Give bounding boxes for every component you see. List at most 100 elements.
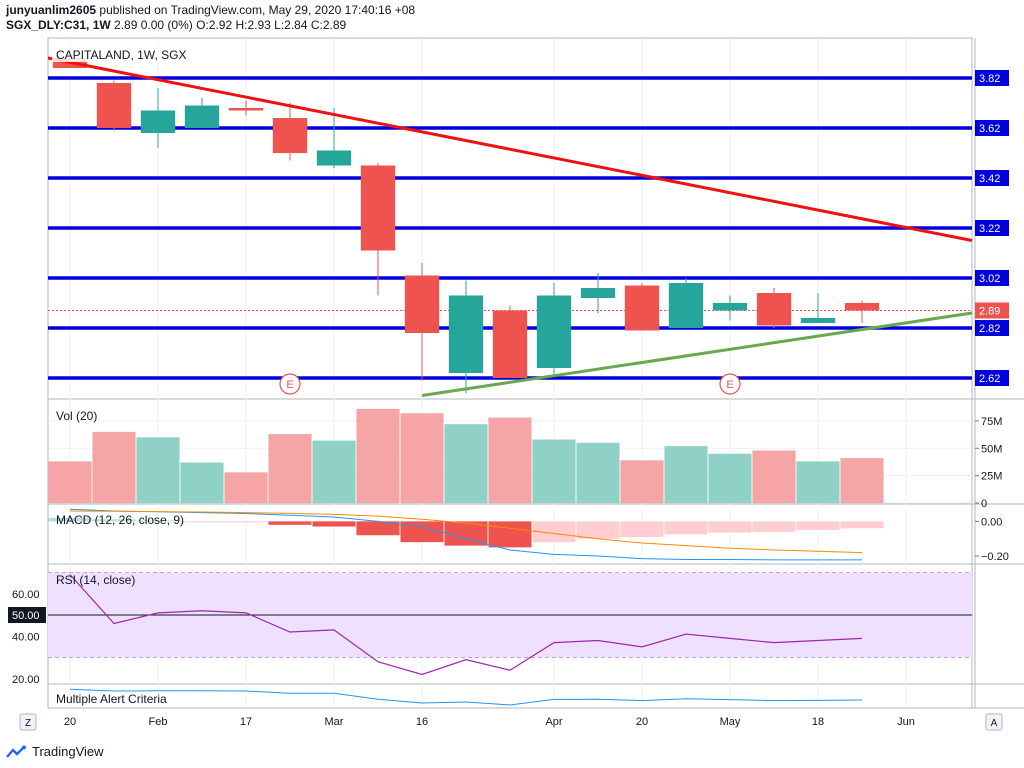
time-tick-label: May bbox=[720, 716, 741, 728]
alert-criteria-title: Multiple Alert Criteria bbox=[56, 692, 167, 706]
candle-body bbox=[536, 295, 572, 368]
price-level-tag bbox=[975, 120, 1009, 136]
earnings-event-label: E bbox=[726, 379, 733, 391]
candle-body bbox=[272, 118, 308, 153]
title-backdrop bbox=[52, 46, 182, 62]
macd-histogram-bar bbox=[268, 521, 312, 525]
macd-histogram-bar bbox=[752, 521, 796, 532]
price-level-tag bbox=[975, 370, 1009, 386]
candle-body bbox=[360, 165, 396, 251]
volume-bar bbox=[664, 446, 708, 503]
price-level-tag bbox=[975, 320, 1009, 336]
volume-bar bbox=[444, 424, 488, 503]
macd-histogram-bar bbox=[708, 521, 752, 533]
macd-histogram-bar bbox=[48, 517, 92, 522]
candle-body bbox=[228, 108, 264, 111]
volume-bar bbox=[708, 453, 752, 503]
tradingview-brand: TradingView bbox=[32, 744, 104, 759]
signal-line bbox=[69, 510, 863, 554]
macd-histogram-bar bbox=[136, 520, 180, 522]
price-level-tag bbox=[975, 170, 1009, 186]
volume-bar bbox=[488, 417, 532, 503]
volume-bar bbox=[48, 461, 92, 503]
candle-body bbox=[184, 105, 220, 128]
rsi-tick-label: 40.00 bbox=[12, 631, 40, 643]
macd-histogram-bar bbox=[620, 521, 664, 537]
last-price-label: 2.89 bbox=[979, 306, 1000, 318]
macd-histogram-bar bbox=[224, 521, 268, 523]
candle-body bbox=[800, 318, 836, 323]
macd-histogram-bar bbox=[356, 521, 400, 536]
zoom-reset-button[interactable] bbox=[19, 713, 37, 731]
volume-bar bbox=[356, 408, 400, 503]
volume-bar bbox=[620, 460, 664, 503]
volume-bar bbox=[180, 462, 224, 503]
downtrend-trendline bbox=[47, 56, 973, 242]
macd-title: MACD (12, 26, close, 9) bbox=[56, 513, 184, 527]
macd-histogram-bar bbox=[180, 521, 224, 523]
volume-tick-label: 25M bbox=[981, 471, 1002, 483]
candle-body bbox=[580, 288, 616, 298]
candle-body bbox=[492, 310, 528, 378]
candle-body bbox=[712, 303, 748, 311]
candle-body bbox=[96, 83, 132, 128]
time-tick-label: 20 bbox=[64, 716, 76, 728]
candle-body bbox=[140, 110, 176, 133]
candle-body bbox=[624, 285, 660, 331]
volume-bar bbox=[268, 434, 312, 503]
auto-scale-button[interactable] bbox=[985, 713, 1003, 731]
price-level-label: 3.62 bbox=[979, 123, 1000, 135]
candle-body bbox=[668, 283, 704, 328]
footer-brand: TradingView bbox=[6, 744, 104, 759]
macd-histogram-bar bbox=[312, 521, 356, 527]
price-level-tag bbox=[975, 220, 1009, 236]
price-level-label: 3.42 bbox=[979, 173, 1000, 185]
candle-body bbox=[844, 303, 880, 311]
time-tick-label: 17 bbox=[240, 716, 252, 728]
time-tick-label: Apr bbox=[545, 716, 562, 728]
volume-bar bbox=[92, 431, 136, 503]
price-level-label: 3.02 bbox=[979, 273, 1000, 285]
volume-tick-label: 75M bbox=[981, 416, 1002, 428]
rsi-title: RSI (14, close) bbox=[56, 573, 135, 587]
ohlc-line: 2.89 0.00 (0%) O:2.92 H:2.93 L:2.84 C:2.… bbox=[114, 18, 347, 32]
earnings-event-marker bbox=[719, 373, 741, 395]
volume-bar bbox=[224, 472, 268, 503]
price-level-label: 2.82 bbox=[979, 323, 1000, 335]
volume-bar bbox=[400, 413, 444, 503]
volume-bar bbox=[576, 442, 620, 503]
candle-body bbox=[756, 293, 792, 326]
rsi-tick-label: 60.00 bbox=[12, 589, 40, 601]
macd-histogram-bar bbox=[840, 521, 884, 529]
price-level-tag bbox=[975, 70, 1009, 86]
volume-bar bbox=[752, 450, 796, 503]
volume-title: Vol (20) bbox=[56, 409, 97, 423]
time-tick-label: 20 bbox=[636, 716, 648, 728]
macd-line bbox=[69, 508, 862, 561]
alert-criteria-line bbox=[69, 688, 863, 706]
volume-bar bbox=[136, 437, 180, 503]
candle-body bbox=[404, 275, 440, 333]
time-tick-label: Feb bbox=[149, 716, 168, 728]
tradingview-logo-icon bbox=[6, 745, 26, 758]
macd-histogram-bar bbox=[444, 521, 488, 546]
uptrend-trendline bbox=[421, 311, 973, 397]
volume-tick-label: 0 bbox=[981, 498, 987, 510]
macd-tick-label: 0.00 bbox=[981, 516, 1002, 528]
macd-histogram-bar bbox=[488, 521, 532, 548]
price-level-tag bbox=[975, 270, 1009, 286]
chart-header: junyuanlim2605 published on TradingView.… bbox=[6, 3, 415, 33]
price-level-label: 2.62 bbox=[979, 373, 1000, 385]
candle-body bbox=[316, 150, 352, 166]
price-level-label: 3.22 bbox=[979, 223, 1000, 235]
earnings-event-label: E bbox=[286, 379, 293, 391]
macd-tick-label: −0.20 bbox=[981, 551, 1009, 563]
time-tick-label: 16 bbox=[416, 716, 428, 728]
volume-bar bbox=[840, 458, 884, 503]
macd-histogram-bar bbox=[796, 521, 840, 531]
macd-histogram-bar bbox=[92, 519, 136, 522]
last-price-tag bbox=[975, 302, 1009, 319]
rsi-line bbox=[69, 574, 863, 676]
rsi-midline-tag bbox=[8, 607, 46, 623]
